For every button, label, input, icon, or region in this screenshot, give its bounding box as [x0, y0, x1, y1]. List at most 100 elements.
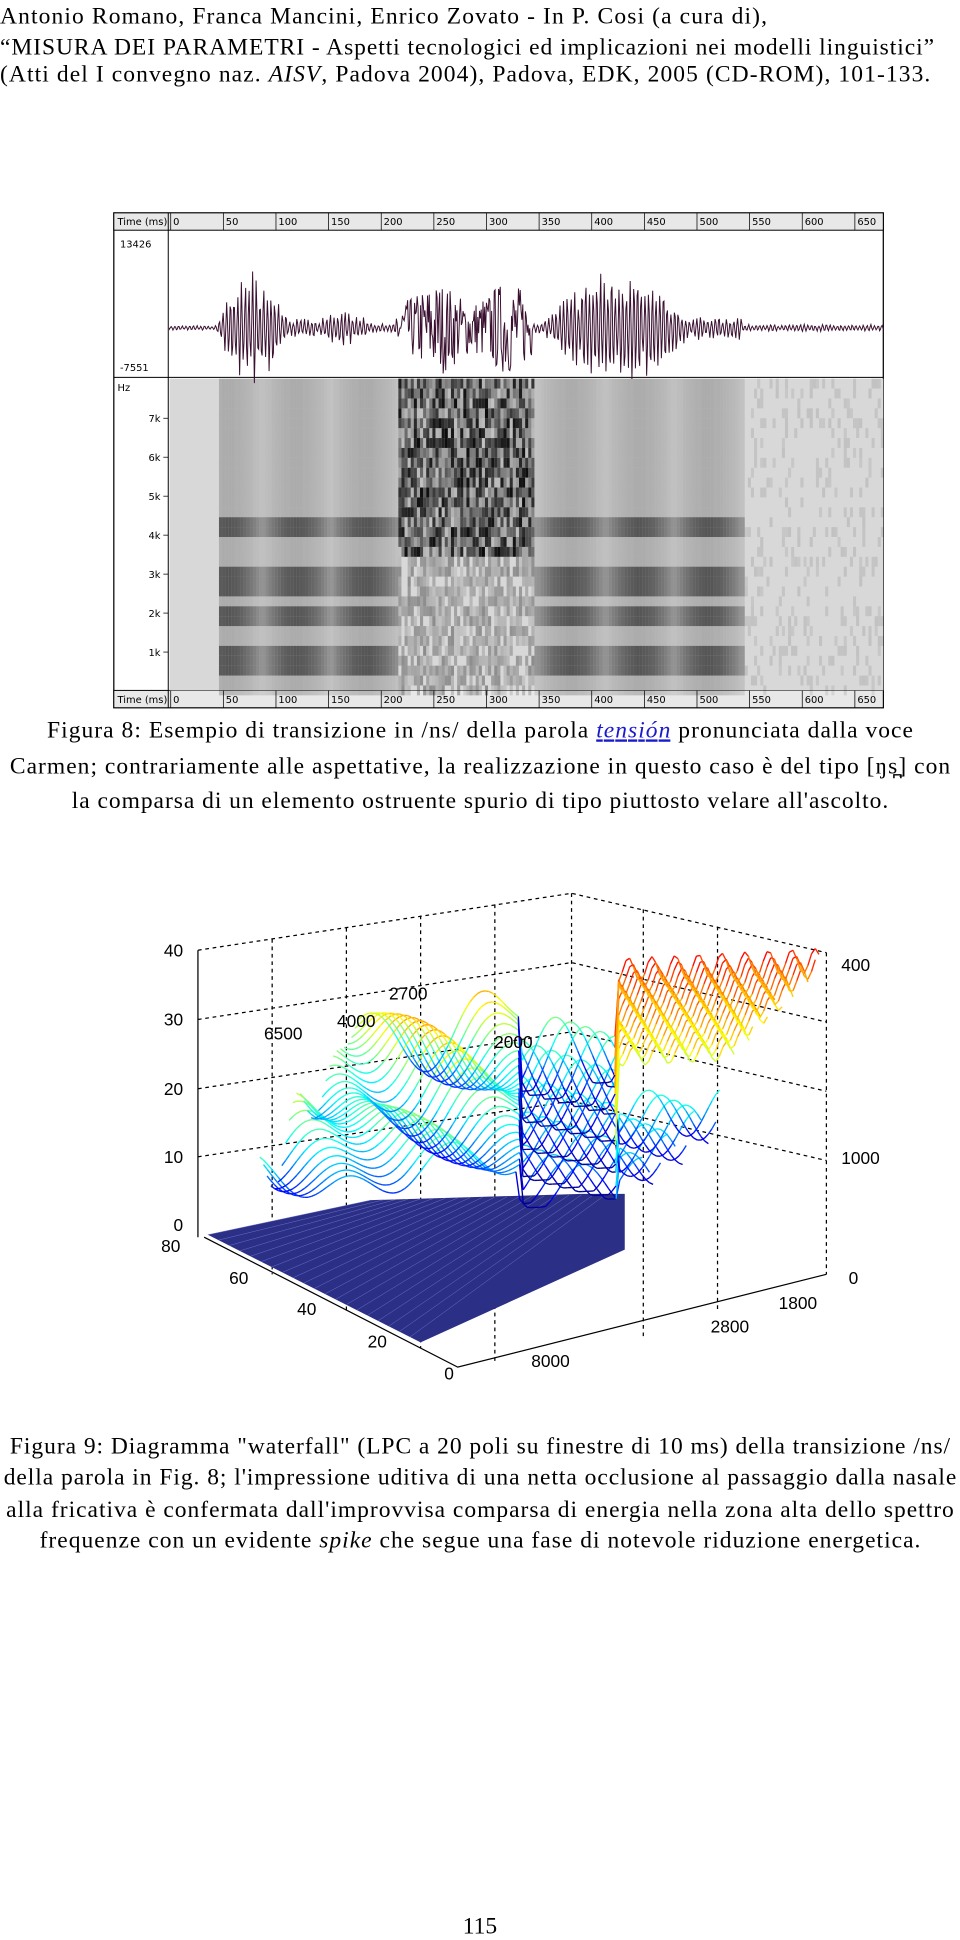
spectrogram-cell [330, 665, 334, 676]
spectrogram-cell [302, 566, 306, 577]
spectrogram-cell [583, 507, 588, 518]
spectrogram-cell [367, 467, 371, 478]
spectrogram-cell [515, 408, 519, 419]
spectrogram-cell [302, 477, 306, 488]
spectrogram-cell [429, 517, 433, 528]
spectrogram-cell [602, 645, 606, 656]
spectrogram-cell [509, 606, 513, 617]
spectrogram-cell [243, 586, 247, 597]
spectrogram-cell [280, 645, 284, 656]
spectrogram-cell [689, 596, 693, 607]
spectrogram-cell [293, 616, 297, 627]
spectrogram-cell [466, 566, 470, 577]
spectrogram-cell [376, 418, 380, 429]
spectrogram-cell [587, 517, 591, 528]
spectrogram-cell [460, 378, 464, 389]
spectrogram-cell [698, 527, 702, 538]
spectrogram-cell [549, 626, 553, 636]
spectrogram-cell [494, 447, 498, 458]
spectrogram-cell [627, 537, 631, 547]
spectrogram-cell [302, 655, 306, 666]
spectrogram-cell [277, 626, 281, 636]
spectrogram-cell [444, 388, 448, 399]
spectrogram-cell [695, 675, 699, 686]
spectrogram-cell [299, 517, 303, 528]
spectrogram-cell [704, 388, 708, 399]
spectrogram-cell [587, 408, 591, 419]
spectrogram-cell [630, 527, 634, 538]
spectrogram-cell [351, 438, 356, 448]
spectrogram-cell [543, 527, 547, 538]
spectrogram-cell [571, 517, 575, 528]
spectrogram-cell [525, 576, 529, 587]
spectrogram-cell [392, 635, 396, 646]
spectrogram-cell [679, 497, 683, 508]
spectrogram-cell [410, 388, 414, 399]
spectrogram-cell [503, 537, 507, 547]
spectrogram-cell [376, 467, 380, 478]
spectrogram-cell [512, 517, 516, 528]
spectrogram-cell [466, 438, 470, 448]
spectrogram-cell [658, 606, 662, 617]
spectrogram-cell [308, 546, 312, 557]
spectrogram-cell [348, 398, 352, 409]
spectrogram-cell [506, 418, 510, 429]
spectrogram-cell [537, 438, 541, 448]
spectrogram-cell [311, 477, 315, 488]
spectrogram-cell [321, 527, 325, 538]
spectrogram-cell [389, 596, 393, 607]
spectrogram-cell [385, 655, 390, 666]
spectrogram-cell [512, 408, 516, 419]
spectrogram-cell [661, 438, 665, 448]
spectrogram-cell [552, 467, 557, 478]
spectrogram-cell [268, 546, 272, 557]
spectrogram-cell [627, 418, 631, 429]
spectrogram-cell [484, 616, 489, 627]
spectrogram-cell [308, 566, 312, 577]
spectrogram-cell [321, 546, 325, 557]
spectrogram-cell [679, 447, 683, 458]
spectrogram-cell [540, 546, 544, 557]
spectrogram-cell [370, 517, 374, 528]
spectrogram-cell [571, 665, 575, 676]
spectrogram-cell [614, 398, 618, 409]
spectrogram-cell [685, 606, 690, 617]
spectrogram-cell [314, 576, 318, 587]
spectrogram-cell [574, 546, 578, 557]
spectrogram-cell [574, 507, 578, 518]
spectrogram-cell [549, 467, 553, 478]
spectrogram-cell [518, 655, 523, 666]
spectrogram-cell [314, 408, 318, 419]
spectrogram-cell [608, 477, 612, 488]
spectrogram-cell [642, 606, 646, 617]
spectrogram-cell [277, 517, 281, 528]
spectrogram-cell [308, 527, 312, 538]
spectrogram-cell [469, 388, 473, 399]
spectrogram-cell [484, 467, 489, 478]
spectrogram-cell [321, 438, 325, 448]
spectrogram-cell [342, 447, 346, 458]
spectrogram-cell [308, 408, 312, 419]
spectrogram-cell [265, 645, 269, 656]
spectrogram-cell [441, 586, 445, 597]
spectrogram-cell [568, 428, 572, 439]
spectrogram-cell [497, 438, 501, 448]
spectrogram-cell [256, 457, 260, 468]
spectrogram-cell [695, 606, 699, 617]
spectrogram-cell [277, 675, 281, 686]
spectrogram-cell [358, 438, 362, 448]
spectrogram-cell [348, 635, 352, 646]
spectrogram-cell [314, 635, 318, 646]
spectrogram-cell [679, 408, 683, 419]
spectrogram-cell [249, 428, 253, 439]
spectrogram-cell [373, 418, 377, 429]
spectrogram-cell [484, 665, 489, 676]
spectrogram-cell [630, 626, 634, 636]
spectrogram-cell [395, 606, 399, 617]
spectrogram-cell [491, 438, 495, 448]
spectrogram-cell [296, 408, 300, 419]
spectrogram-cell [376, 438, 380, 448]
spectrogram-cell [673, 388, 677, 399]
spectrogram-cell [481, 527, 485, 538]
spectrogram-cell [472, 378, 476, 389]
